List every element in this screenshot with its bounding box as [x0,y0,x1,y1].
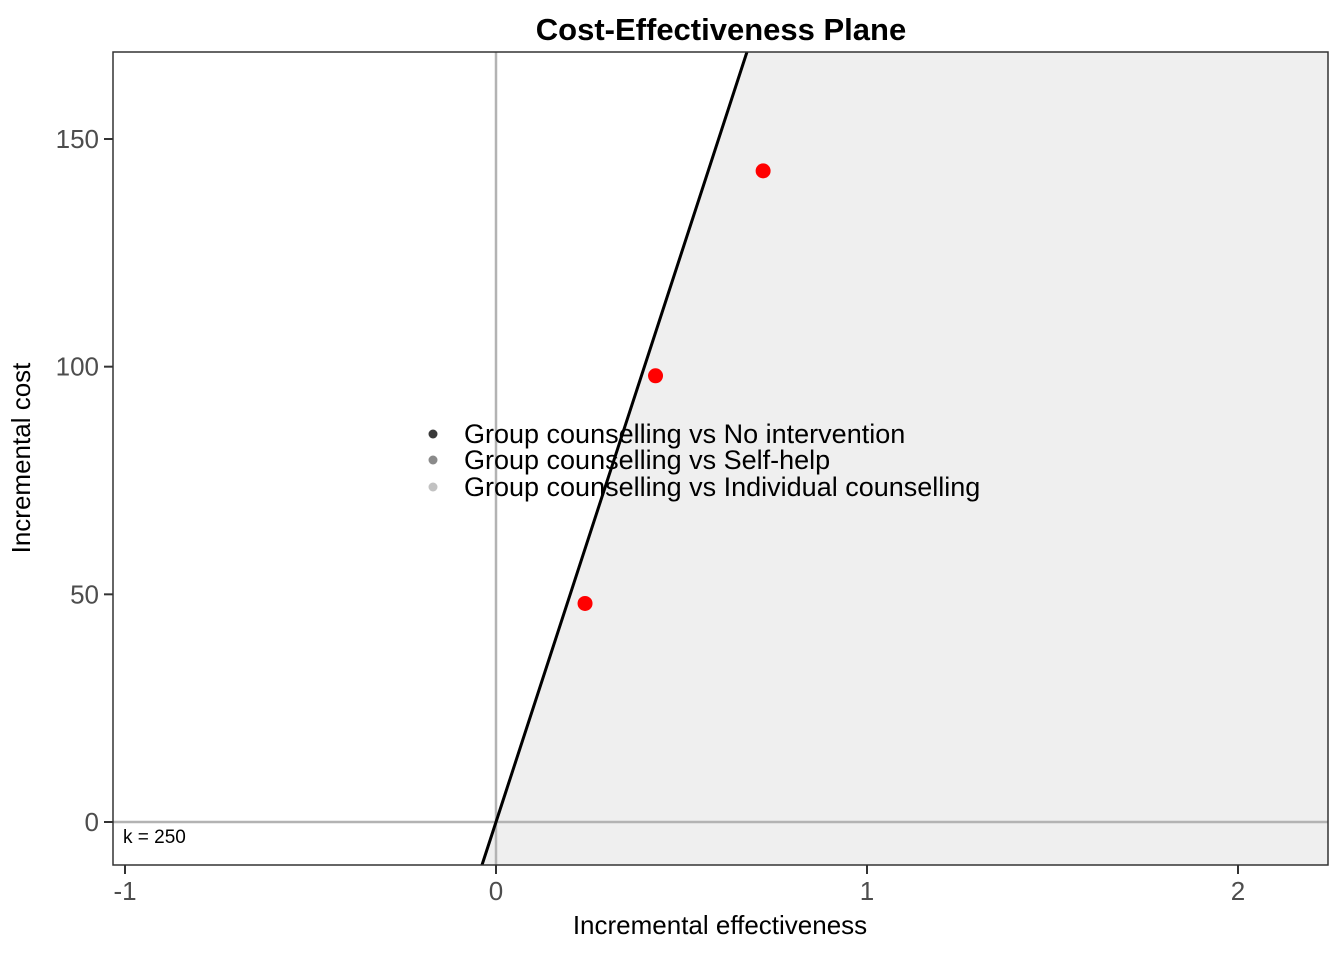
x-axis-tick-label: 1 [860,876,874,906]
legend-dot-individual-counselling [428,482,438,492]
mean-icer-point [755,163,771,179]
y-axis-tick-label: 100 [56,352,99,382]
legend-label-individual-counselling: Group counselling vs Individual counsell… [464,472,980,502]
chart-title: Cost-Effectiveness Plane [536,12,906,47]
chart-layer: -1 0 1 2 0 50 100 150 [56,51,1328,906]
legend-label-no-intervention: Group counselling vs No intervention [464,419,905,449]
x-axis-tick-label: 2 [1231,876,1245,906]
y-axis-tick-label: 50 [70,579,99,609]
panel-border [112,51,1329,866]
legend: Group counselling vs No intervention Gro… [428,419,980,502]
cost-effective-shaded-region [481,52,1328,865]
wtp-annotation: k = 250 [123,827,186,848]
x-axis-title: Incremental effectiveness [573,910,867,940]
y-axis-tick-label: 0 [85,807,99,837]
legend-dot-self-help [428,455,438,465]
legend-label-self-help: Group counselling vs Self-help [464,445,830,475]
mean-icer-point [648,368,664,384]
legend-dot-no-intervention [428,429,438,439]
y-axis-title: Incremental cost [6,362,36,554]
x-axis-tick-label: 0 [489,876,503,906]
x-axis-tick-label: -1 [113,876,136,906]
y-axis-tick-label: 150 [56,124,99,154]
mean-icer-point [577,595,593,611]
wtp-line [480,51,749,866]
